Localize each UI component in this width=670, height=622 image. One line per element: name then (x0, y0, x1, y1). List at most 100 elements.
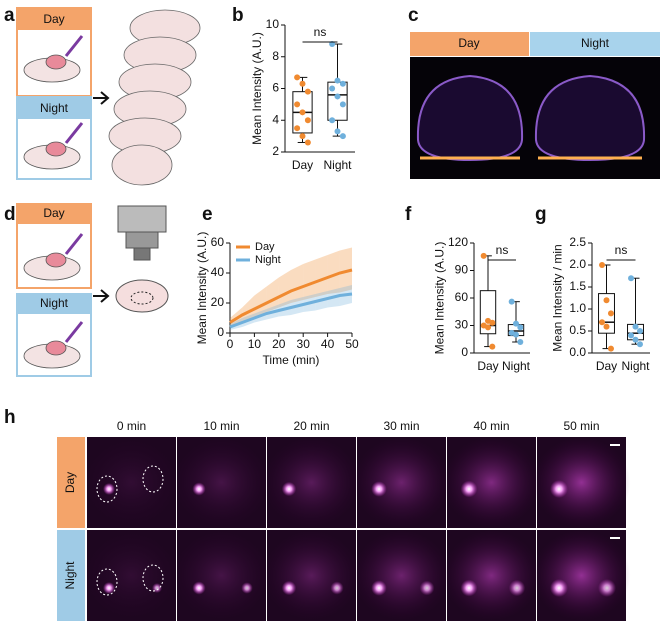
x-tick-label: Night (502, 359, 531, 373)
day-header (410, 32, 529, 56)
time-label: 20 min (293, 419, 329, 433)
time-label: 0 min (117, 419, 146, 433)
x-tick-label: Night (323, 158, 352, 172)
data-point (304, 117, 311, 124)
data-point (628, 332, 635, 339)
bright-spot (330, 581, 344, 595)
x-axis-label: Time (min) (263, 353, 320, 367)
arrow (93, 91, 110, 105)
panel-label: c (408, 5, 419, 26)
legend-label: Day (255, 241, 275, 253)
data-point (339, 101, 346, 108)
data-point (489, 343, 496, 350)
night-header (17, 294, 91, 314)
day-label: Day (43, 12, 64, 26)
y-tick-label: 120 (448, 235, 468, 249)
bright-spot (192, 482, 206, 496)
image-glow (442, 530, 541, 621)
row-header (57, 437, 85, 528)
mouse-icons (23, 233, 84, 369)
band (327, 250, 340, 294)
y-tick-label: 60 (211, 235, 225, 249)
data-point (489, 319, 496, 326)
band (315, 255, 328, 297)
image-glow (352, 437, 451, 528)
bright-spot (598, 579, 616, 597)
night-header (17, 97, 91, 119)
y-axis-label: Mean Intensity (A.U.) (195, 232, 209, 345)
x-tick-label: 0 (227, 337, 234, 351)
x-tick-label: Day (477, 359, 498, 373)
line (229, 268, 353, 324)
time-label: 10 min (203, 419, 239, 433)
data-point (607, 345, 614, 352)
data-point (294, 101, 301, 108)
image-glow (532, 437, 631, 528)
data-point (294, 74, 301, 81)
data-point (517, 339, 524, 345)
roi (142, 564, 164, 592)
x-tick-label: 20 (272, 337, 286, 351)
y-tick-label: 4 (272, 112, 279, 126)
y-tick-label: 1.0 (569, 301, 586, 315)
image-glow (82, 530, 181, 621)
image-glow (172, 437, 271, 528)
data-point (304, 88, 311, 95)
day-header (17, 8, 91, 30)
band (278, 270, 291, 308)
image-glow (442, 437, 541, 528)
bright-spot (192, 581, 206, 595)
day-label: Day (43, 206, 64, 220)
band (291, 264, 304, 303)
time-label: 40 min (473, 419, 509, 433)
y-tick-label: 0 (217, 325, 224, 339)
bright-spot (460, 579, 478, 597)
panel-label: a (4, 5, 15, 26)
image-glow (172, 530, 271, 621)
x-tick-label: 50 (345, 337, 359, 351)
image-glow (262, 437, 361, 528)
roi (142, 465, 164, 493)
roi (96, 568, 118, 596)
y-tick-label: 10 (266, 17, 280, 31)
panel-label: f (405, 204, 412, 225)
data-point (334, 128, 341, 135)
y-tick-label: 0.5 (569, 323, 586, 337)
day-header (17, 204, 91, 224)
data-point (299, 109, 306, 116)
data-point (517, 324, 524, 331)
y-tick-label: 0 (461, 345, 468, 359)
night-label: Night (581, 36, 610, 50)
time-label: 30 min (383, 419, 419, 433)
bright-spot (281, 481, 297, 497)
bright-spot (419, 580, 435, 596)
arrow (93, 289, 110, 303)
row-label: Night (63, 561, 77, 590)
data-point (513, 331, 519, 338)
data-point (599, 262, 606, 268)
data-point (329, 117, 336, 124)
panel-label: e (202, 204, 213, 225)
annotation: ns (314, 25, 327, 39)
bright-spot (152, 583, 162, 593)
line (229, 292, 353, 329)
bright-spot (241, 582, 253, 594)
bright-spot (103, 483, 115, 495)
y-tick-label: 2 (272, 144, 279, 158)
image-glow (82, 437, 181, 528)
data-point (607, 310, 614, 317)
y-axis-label: Mean Intensity (A.U.) (250, 32, 264, 145)
data-point (603, 297, 610, 304)
x-tick-label: 10 (248, 337, 262, 351)
data-point (339, 80, 346, 87)
y-tick-label: 2.5 (569, 235, 586, 249)
bright-spot (460, 480, 478, 498)
y-tick-label: 8 (272, 49, 279, 63)
bright-spot (371, 580, 387, 596)
legend-label: Night (255, 254, 281, 266)
x-tick-label: Night (621, 359, 650, 373)
bright-spot (281, 580, 297, 596)
night-label: Night (40, 296, 69, 310)
data-point (632, 323, 639, 330)
